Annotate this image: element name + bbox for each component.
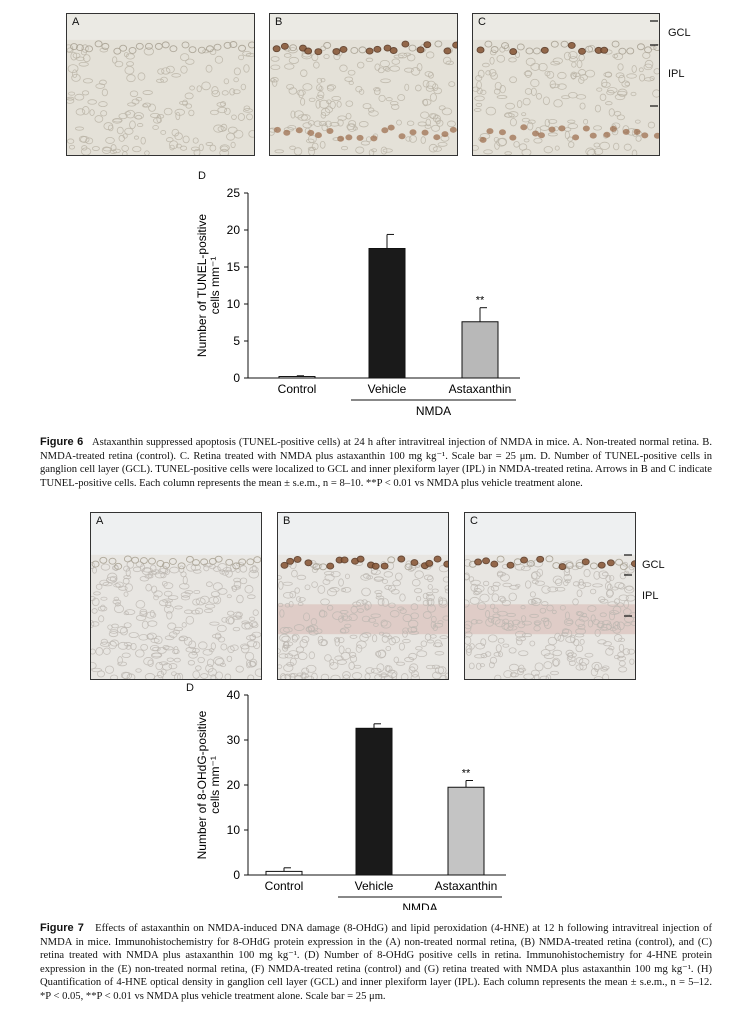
group-label: NMDA [416,404,451,415]
y-tick-label: 25 [227,186,241,200]
tissue-texture [270,14,457,155]
gcl-label: GCL [668,27,691,39]
layer-markers [624,554,632,617]
ohdg-bar-chart: 0 10 20 30 40 Number of 8-OHdG-positive cells … [195,690,506,910]
y-tick-label: 40 [227,690,241,702]
panel-letter: C [470,515,478,527]
ipl-label: IPL [668,68,685,80]
y-tick-label: 10 [227,823,241,837]
y-tick-label: 15 [227,260,241,274]
y-tick-label: 0 [233,371,240,385]
figure-7-caption: Figure 7 Effects of astaxanthin on NMDA-… [40,922,712,1004]
tunel-bar-chart: 0 5 10 15 20 25 Number of TUNEL-positive cells … [195,186,520,415]
x-category-label: Vehicle [355,879,394,893]
figure-6-caption: Figure 6 Astaxanthin suppressed apoptosi… [40,436,712,490]
micrograph-panel-c: C [472,13,660,156]
panel-letter: C [478,16,486,28]
caption-text: Astaxanthin suppressed apoptosis (TUNEL-… [40,437,712,489]
x-category-label: Vehicle [368,382,407,396]
gcl-label: GCL [642,559,665,571]
caption-title: Figure 6 [40,436,84,448]
x-category-label: Control [278,382,317,396]
caption-title: Figure 7 [40,922,84,934]
tissue-texture [278,513,448,679]
micrograph-panel-c: C [464,512,636,680]
panel-letter: A [72,16,80,28]
y-axis-label-units: cells mm⁻¹ [208,257,222,315]
tissue-texture [473,14,659,155]
caption-text: Effects of astaxanthin on NMDA-induced D… [40,923,712,1002]
bar-control [265,870,303,876]
y-tick-label: 20 [227,778,241,792]
bar-astaxanthin [461,321,499,379]
x-category-label: Astaxanthin [435,879,498,893]
significance-marker: ** [462,768,471,780]
ipl-label: IPL [642,590,659,602]
tissue-texture [91,513,261,679]
panel-letter: B [283,515,291,527]
bar-astaxanthin [447,786,485,876]
bar-vehicle [368,248,406,379]
y-axis-label-units: cells mm⁻¹ [208,756,222,814]
y-tick-label: 0 [233,868,240,882]
tissue-texture [465,513,635,679]
bar-vehicle [355,727,393,876]
significance-marker: ** [476,295,485,307]
y-axis-label: Number of 8-OHdG-positive [195,710,209,859]
panel-letter: A [96,515,104,527]
chart-d-label: D [186,682,194,694]
micrograph-panel-b: B [269,13,458,156]
y-tick-label: 30 [227,733,241,747]
y-tick-label: 20 [227,223,241,237]
y-tick-label: 5 [233,334,240,348]
y-tick-label: 10 [227,297,241,311]
x-category-label: Astaxanthin [449,382,512,396]
micrograph-panel-a: A [90,512,262,680]
layer-markers [650,20,658,107]
chart-d-label: D [198,170,206,182]
bar-control [278,376,316,379]
y-axis-label: Number of TUNEL-positive [195,214,209,357]
tissue-texture [67,14,254,155]
panel-letter: B [275,16,283,28]
micrograph-panel-a: A [66,13,255,156]
group-label: NMDA [402,901,437,910]
x-category-label: Control [265,879,304,893]
micrograph-panel-b: B [277,512,449,680]
